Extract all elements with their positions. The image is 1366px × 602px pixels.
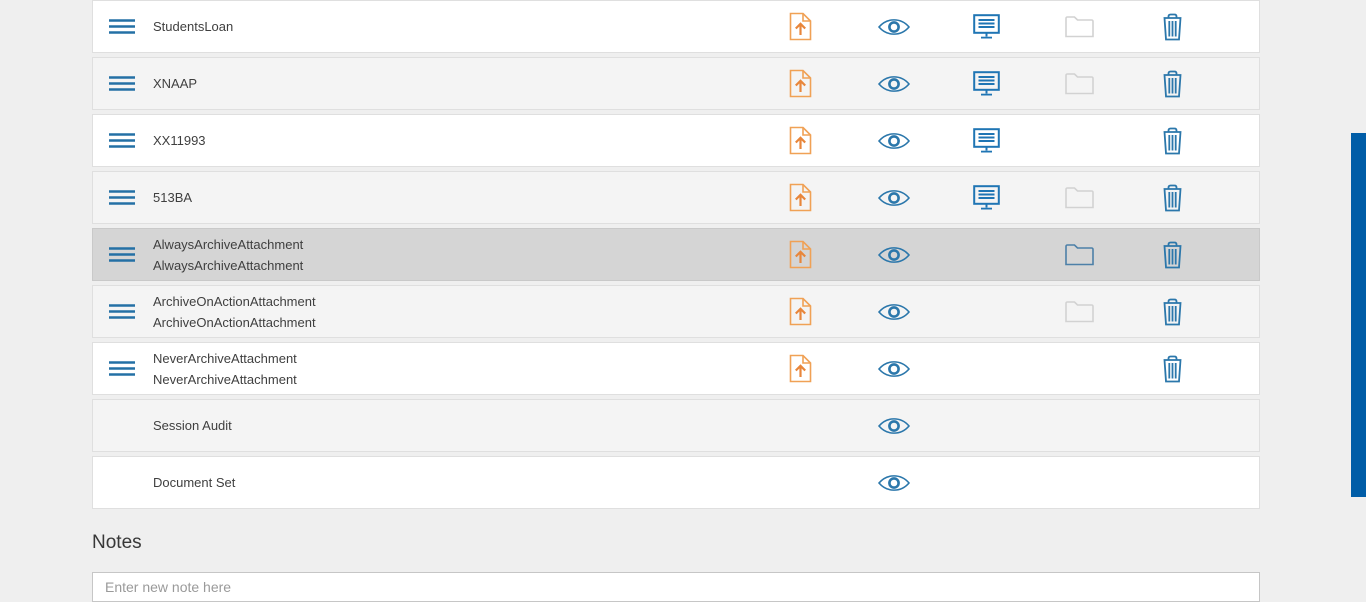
folder-icon bbox=[1033, 64, 1126, 104]
row-actions bbox=[754, 406, 1219, 446]
upload-cell-empty bbox=[754, 463, 847, 503]
row-label: StudentsLoan bbox=[153, 19, 234, 34]
row-actions bbox=[754, 7, 1219, 47]
drag-handle-placeholder bbox=[109, 474, 135, 492]
row-actions bbox=[754, 64, 1219, 104]
notes-heading: Notes bbox=[92, 532, 142, 553]
attachment-row: AlwaysArchiveAttachment AlwaysArchiveAtta… bbox=[92, 228, 1260, 281]
monitor-icon[interactable] bbox=[940, 121, 1033, 161]
row-label: Session Audit bbox=[153, 418, 232, 433]
drag-handle-icon[interactable] bbox=[109, 75, 135, 93]
row-actions bbox=[754, 463, 1219, 503]
file-upload-icon[interactable] bbox=[754, 292, 847, 332]
file-upload-icon[interactable] bbox=[754, 64, 847, 104]
eye-icon[interactable] bbox=[847, 7, 940, 47]
drag-handle-placeholder bbox=[109, 417, 135, 435]
row-label: XX11993 bbox=[153, 133, 206, 148]
eye-icon[interactable] bbox=[847, 235, 940, 275]
delete-cell-empty bbox=[1126, 463, 1219, 503]
drag-handle-icon[interactable] bbox=[109, 360, 135, 378]
folder-cell-empty bbox=[1033, 406, 1126, 446]
attachment-list: StudentsLoan XNAAP bbox=[92, 0, 1260, 513]
display-cell-empty bbox=[940, 463, 1033, 503]
attachment-row: NeverArchiveAttachment NeverArchiveAttach… bbox=[92, 342, 1260, 395]
attachment-row: Session Audit bbox=[92, 399, 1260, 452]
file-upload-icon[interactable] bbox=[754, 121, 847, 161]
trash-icon[interactable] bbox=[1126, 64, 1219, 104]
row-label: NeverArchiveAttachment NeverArchiveAttach… bbox=[153, 350, 297, 387]
monitor-icon[interactable] bbox=[940, 64, 1033, 104]
attachment-row: 513BA bbox=[92, 171, 1260, 224]
row-label: 513BA bbox=[153, 190, 193, 205]
attachment-row: XNAAP bbox=[92, 57, 1260, 110]
folder-cell-empty bbox=[1033, 121, 1126, 161]
folder-cell-empty bbox=[1033, 349, 1126, 389]
row-actions bbox=[754, 121, 1219, 161]
trash-icon[interactable] bbox=[1126, 178, 1219, 218]
monitor-icon[interactable] bbox=[940, 7, 1033, 47]
file-upload-icon[interactable] bbox=[754, 7, 847, 47]
folder-icon[interactable] bbox=[1033, 235, 1126, 275]
row-label: ArchiveOnActionAttachment ArchiveOnAction… bbox=[153, 293, 316, 330]
delete-cell-empty bbox=[1126, 406, 1219, 446]
drag-handle-icon[interactable] bbox=[109, 246, 135, 264]
row-label: AlwaysArchiveAttachment AlwaysArchiveAtta… bbox=[153, 236, 304, 273]
folder-cell-empty bbox=[1033, 463, 1126, 503]
eye-icon[interactable] bbox=[847, 463, 940, 503]
scrollbar-thumb[interactable] bbox=[1351, 133, 1366, 497]
row-actions bbox=[754, 235, 1219, 275]
attachment-row: Document Set bbox=[92, 456, 1260, 509]
eye-icon[interactable] bbox=[847, 121, 940, 161]
eye-icon[interactable] bbox=[847, 349, 940, 389]
display-cell-empty bbox=[940, 349, 1033, 389]
trash-icon[interactable] bbox=[1126, 235, 1219, 275]
new-note-input[interactable] bbox=[92, 572, 1260, 602]
drag-handle-icon[interactable] bbox=[109, 132, 135, 150]
drag-handle-icon[interactable] bbox=[109, 189, 135, 207]
eye-icon[interactable] bbox=[847, 178, 940, 218]
eye-icon[interactable] bbox=[847, 292, 940, 332]
display-cell-empty bbox=[940, 406, 1033, 446]
eye-icon[interactable] bbox=[847, 64, 940, 104]
upload-cell-empty bbox=[754, 406, 847, 446]
file-upload-icon[interactable] bbox=[754, 235, 847, 275]
trash-icon[interactable] bbox=[1126, 292, 1219, 332]
drag-handle-icon[interactable] bbox=[109, 303, 135, 321]
row-actions bbox=[754, 349, 1219, 389]
folder-icon bbox=[1033, 292, 1126, 332]
file-upload-icon[interactable] bbox=[754, 178, 847, 218]
row-actions bbox=[754, 178, 1219, 218]
trash-icon[interactable] bbox=[1126, 7, 1219, 47]
attachment-row: StudentsLoan bbox=[92, 0, 1260, 53]
attachment-row: XX11993 bbox=[92, 114, 1260, 167]
row-actions bbox=[754, 292, 1219, 332]
trash-icon[interactable] bbox=[1126, 349, 1219, 389]
row-label: XNAAP bbox=[153, 76, 198, 91]
eye-icon[interactable] bbox=[847, 406, 940, 446]
monitor-icon[interactable] bbox=[940, 178, 1033, 218]
trash-icon[interactable] bbox=[1126, 121, 1219, 161]
folder-icon bbox=[1033, 178, 1126, 218]
folder-icon bbox=[1033, 7, 1126, 47]
drag-handle-icon[interactable] bbox=[109, 18, 135, 36]
row-label: Document Set bbox=[153, 475, 236, 490]
attachment-row: ArchiveOnActionAttachment ArchiveOnAction… bbox=[92, 285, 1260, 338]
file-upload-icon[interactable] bbox=[754, 349, 847, 389]
display-cell-empty bbox=[940, 292, 1033, 332]
display-cell-empty bbox=[940, 235, 1033, 275]
